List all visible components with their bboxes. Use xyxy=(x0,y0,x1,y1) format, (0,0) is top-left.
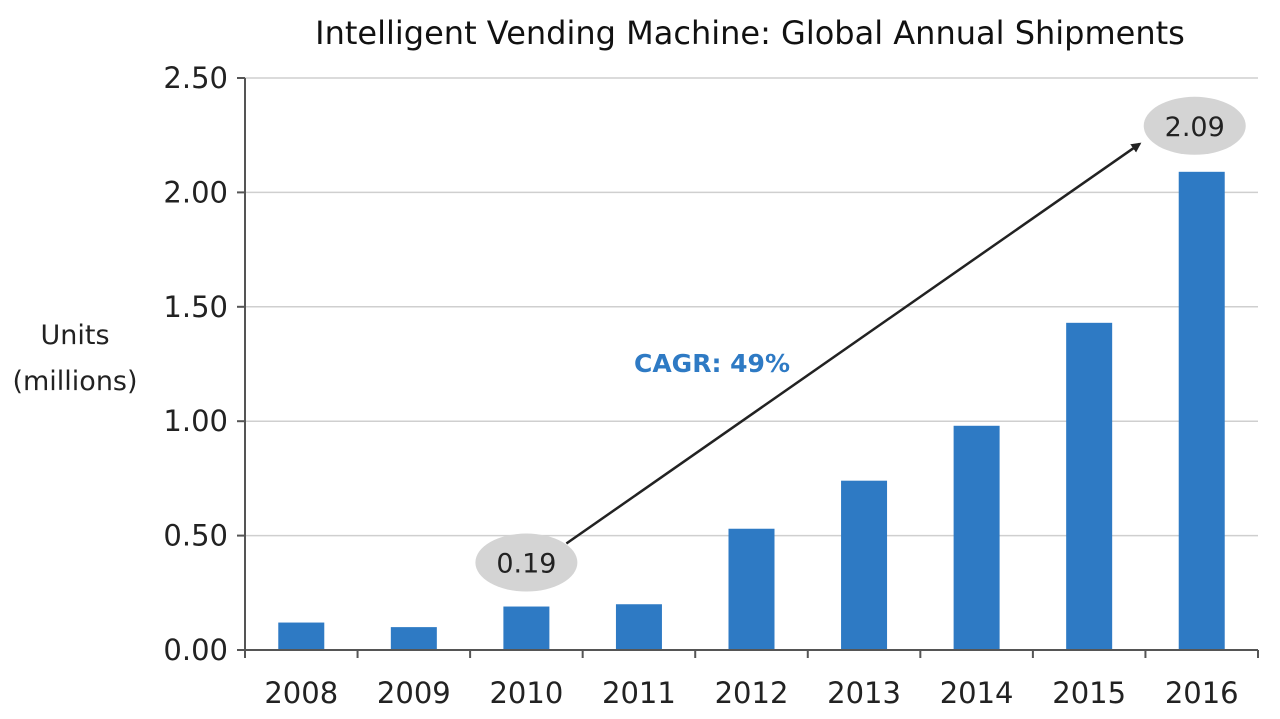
bar-2009 xyxy=(390,627,437,650)
bar-2010 xyxy=(503,606,550,650)
y-tick-label: 1.50 xyxy=(163,290,228,324)
y-axis-label-line-2: (millions) xyxy=(12,366,137,397)
y-tick-label: 2.50 xyxy=(163,61,228,95)
callout-start-label: 0.19 xyxy=(496,549,556,580)
callout-start: 0.19 xyxy=(475,533,578,592)
y-tick-label: 2.00 xyxy=(163,175,228,209)
y-tick-label: 1.00 xyxy=(163,404,228,438)
y-tick-label: 0.50 xyxy=(163,519,228,553)
bar-2014 xyxy=(953,425,1000,650)
callout-start-bubble xyxy=(475,533,578,592)
bar-2011 xyxy=(615,604,662,650)
x-axis-ticks: 2008 2009 2010 2011 2012 2013 2014 2015 2016 xyxy=(264,650,1259,710)
y-tick-label: 0.00 xyxy=(163,633,228,667)
bar-2016 xyxy=(1178,171,1225,651)
x-tick-label: 2015 xyxy=(1052,676,1126,710)
callout-end: 2.09 xyxy=(1143,96,1246,155)
x-tick-label: 2009 xyxy=(377,676,451,710)
y-axis-label: Units (millions) xyxy=(12,320,137,397)
x-tick-label: 2008 xyxy=(264,676,338,710)
cagr-label: CAGR: 49% xyxy=(634,349,790,378)
bar-2013 xyxy=(841,480,888,650)
bars xyxy=(278,171,1225,651)
bar-2015 xyxy=(1066,322,1113,650)
x-tick-label: 2013 xyxy=(827,676,901,710)
trend-arrow xyxy=(565,142,1142,545)
x-tick-label: 2012 xyxy=(715,676,789,710)
x-tick-label: 2016 xyxy=(1165,676,1239,710)
chart-title: Intelligent Vending Machine: Global Annu… xyxy=(315,14,1185,52)
y-axis-ticks: 0.00 0.50 1.00 1.50 2.00 2.50 xyxy=(163,61,245,667)
x-tick-label: 2010 xyxy=(489,676,563,710)
x-tick-label: 2014 xyxy=(940,676,1014,710)
y-axis-label-line-1: Units xyxy=(40,320,109,351)
callout-end-bubble xyxy=(1143,96,1246,155)
x-tick-label: 2011 xyxy=(602,676,676,710)
bar-2008 xyxy=(278,622,325,650)
bar-2012 xyxy=(728,528,775,650)
callout-end-label: 2.09 xyxy=(1165,112,1225,143)
